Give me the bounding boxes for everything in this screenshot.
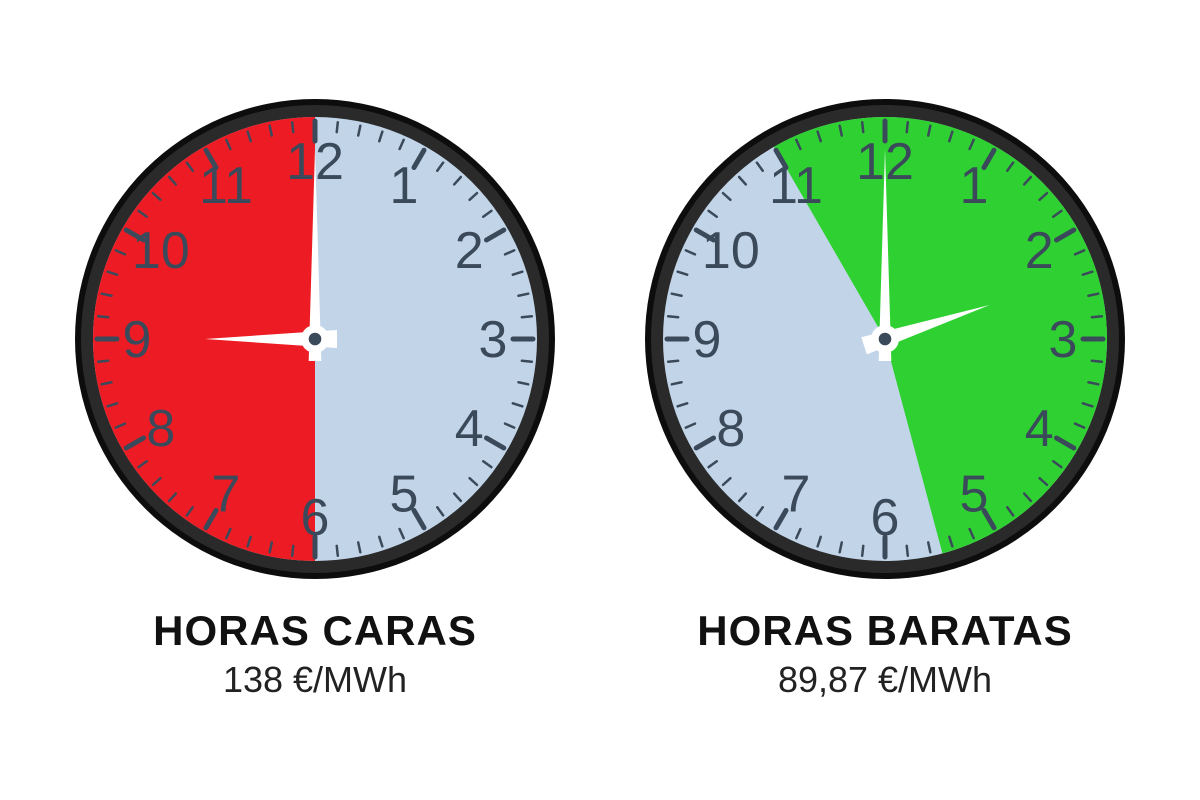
svg-text:9: 9 (123, 311, 152, 369)
svg-text:2: 2 (1025, 222, 1054, 280)
svg-text:11: 11 (199, 157, 253, 215)
svg-text:6: 6 (871, 489, 900, 547)
svg-text:10: 10 (132, 222, 190, 280)
svg-text:7: 7 (782, 465, 811, 523)
svg-text:4: 4 (1025, 400, 1054, 458)
expensive-price: 138 €/MWh (153, 659, 477, 701)
svg-text:7: 7 (212, 465, 241, 523)
svg-text:1: 1 (390, 157, 419, 215)
expensive-hours-block: 123456789101112 HORAS CARAS 138 €/MWh (75, 99, 555, 701)
svg-text:5: 5 (960, 465, 989, 523)
cheap-hours-block: 123456789101112 HORAS BARATAS 89,87 €/MW… (645, 99, 1125, 701)
svg-text:9: 9 (693, 311, 722, 369)
svg-text:5: 5 (390, 465, 419, 523)
svg-text:3: 3 (1049, 311, 1078, 369)
svg-text:10: 10 (702, 222, 760, 280)
svg-text:4: 4 (455, 400, 484, 458)
svg-text:8: 8 (146, 400, 175, 458)
cheap-caption: HORAS BARATAS 89,87 €/MWh (697, 607, 1072, 701)
expensive-caption: HORAS CARAS 138 €/MWh (153, 607, 477, 701)
cheap-title: HORAS BARATAS (697, 607, 1072, 655)
expensive-title: HORAS CARAS (153, 607, 477, 655)
expensive-clock-svg: 123456789101112 (75, 99, 555, 579)
svg-text:2: 2 (455, 222, 484, 280)
svg-text:1: 1 (960, 157, 989, 215)
cheap-price: 89,87 €/MWh (697, 659, 1072, 701)
svg-text:8: 8 (716, 400, 745, 458)
svg-text:11: 11 (769, 157, 823, 215)
svg-text:6: 6 (301, 489, 330, 547)
cheap-clock: 123456789101112 (645, 99, 1125, 579)
cheap-clock-svg: 123456789101112 (645, 99, 1125, 579)
svg-text:3: 3 (479, 311, 508, 369)
expensive-clock: 123456789101112 (75, 99, 555, 579)
